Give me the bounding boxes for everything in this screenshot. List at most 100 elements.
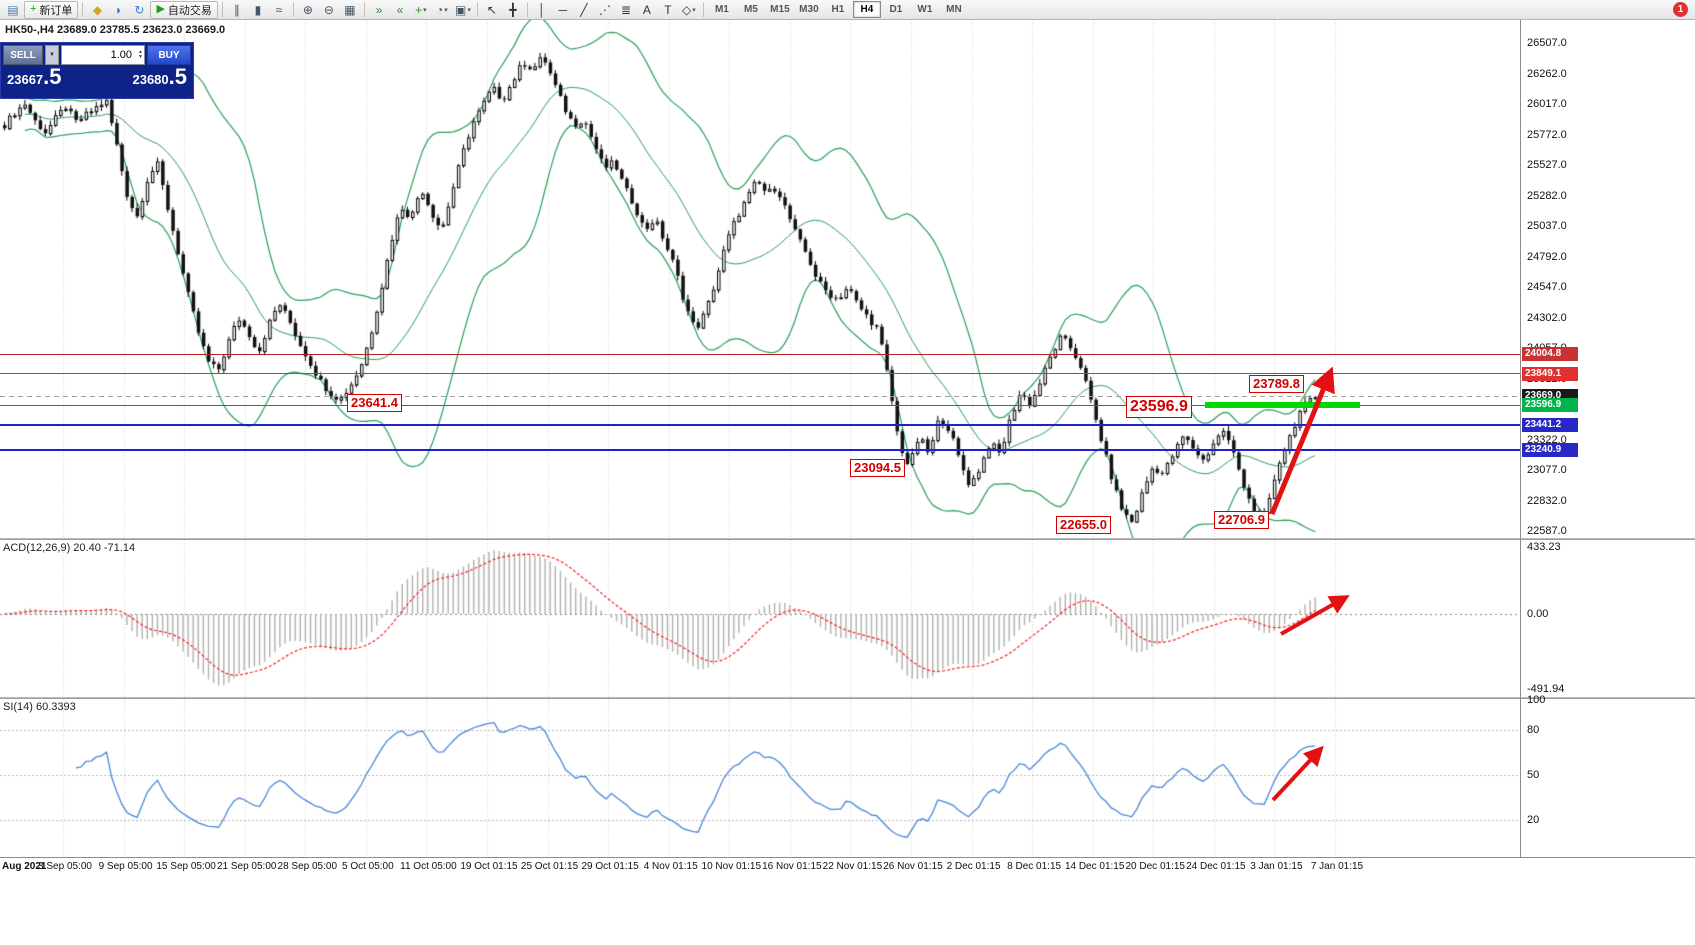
volume-dropdown-button[interactable]: ▼ (45, 45, 59, 65)
crosshair-icon-glyph: ╋ (509, 2, 517, 17)
horizontal-line-icon[interactable]: ─ (553, 1, 573, 18)
fibonacci-icon[interactable]: ≣ (616, 1, 636, 18)
time-axis-label: 28 Sep 05:00 (277, 861, 338, 872)
autotrade-button-label: 自动交易 (167, 4, 212, 17)
one-click-trade-panel: SELL ▼ ▲ ▼ BUY 23667.5 23680.5 (0, 42, 194, 99)
main-chart-canvas[interactable] (0, 20, 1520, 538)
refresh-icon-glyph: ↻ (134, 2, 145, 17)
bar-chart-icon[interactable]: ∥ (227, 1, 247, 18)
timeframe-button-w1[interactable]: W1 (917, 4, 933, 15)
timeframe-button-m15[interactable]: M15 (770, 4, 790, 15)
price-tick-label: 24302.0 (1527, 311, 1567, 324)
auto-scroll-icon-glyph: » (375, 2, 383, 17)
cursor-icon-glyph: ↖ (486, 2, 497, 17)
dropdown-icon: ▼ (49, 52, 55, 58)
add-indicator-icon-dropdown-icon[interactable]: ▾ (423, 6, 427, 14)
chart-shift-icon[interactable]: « (390, 1, 410, 18)
timeframe-button-mn[interactable]: MN (946, 4, 962, 15)
new-order-button-label: 新订单 (39, 4, 73, 17)
timeframe-button-m1[interactable]: M1 (714, 4, 729, 15)
macd-axis-label: 433.23 (1527, 541, 1561, 553)
periods-icon-dropdown-icon[interactable]: ▾ (444, 6, 448, 14)
toolbar-separator (292, 2, 294, 17)
templates-icon-dropdown-icon[interactable]: ▾ (467, 6, 471, 14)
spin-up-icon[interactable]: ▲ (138, 49, 143, 55)
panel-separator-rsi[interactable] (0, 697, 1695, 699)
sell-price: 23667.5 (7, 64, 62, 89)
toolbar-separator (82, 2, 84, 17)
macd-axis-label: -491.94 (1527, 683, 1565, 695)
channel-icon[interactable]: ⋰ (595, 1, 615, 18)
time-axis-label: 26 Nov 01:15 (883, 861, 943, 872)
chart-window-icon[interactable]: ▤ (3, 1, 23, 18)
zoom-out-icon[interactable]: ⊖ (319, 1, 339, 18)
price-axis-box: 23596.9 (1522, 398, 1578, 413)
candlestick-chart-icon-glyph: ▮ (254, 2, 262, 17)
time-axis-label: 29 Oct 01:15 (581, 861, 639, 872)
time-axis-label: 2 Dec 01:15 (946, 861, 1001, 872)
chart-shift-icon-glyph: « (396, 2, 404, 17)
timeframe-button-h4[interactable]: H4 (852, 1, 881, 18)
crosshair-icon[interactable]: ╋ (503, 1, 523, 18)
panel-separator-macd[interactable] (0, 538, 1695, 540)
add-indicator-icon-glyph: + (415, 2, 423, 17)
refresh-icon[interactable]: ↻ (129, 1, 149, 18)
timeframe-button-h1[interactable]: H1 (831, 4, 845, 15)
shapes-icon[interactable]: ◇ ▾ (679, 1, 699, 18)
time-axis-label: 10 Nov 01:15 (701, 861, 762, 872)
price-tick-label: 25282.0 (1527, 189, 1567, 202)
rsi-axis-label: 50 (1527, 769, 1540, 781)
text-icon[interactable]: A (637, 1, 657, 18)
metaeditor-icon[interactable]: ◆ (87, 1, 107, 18)
time-axis[interactable]: Aug 2021 3 Sep 05:00 9 Sep 05:00 15 Sep 05:… (0, 858, 1695, 876)
autotrade-button[interactable]: ▶ 自动交易 (150, 0, 218, 19)
templates-icon[interactable]: ▣ ▾ (453, 1, 473, 18)
trade-panel-prices: 23667.5 23680.5 (1, 65, 193, 89)
candlestick-chart-icon[interactable]: ▮ (248, 1, 268, 18)
auto-scroll-icon[interactable]: » (369, 1, 389, 18)
macd-indicator-label: ACD(12,26,9) 20.40 -71.14 (3, 542, 136, 554)
time-axis-label: 4 Nov 01:15 (643, 861, 698, 872)
price-axis-box: 23441.2 (1522, 417, 1578, 432)
zoom-in-icon[interactable]: ⊕ (298, 1, 318, 18)
shapes-icon-dropdown-icon[interactable]: ▾ (692, 6, 696, 14)
price-tick-label: 22832.0 (1527, 494, 1567, 507)
vertical-line-icon[interactable]: │ (532, 1, 552, 18)
line-chart-icon[interactable]: ≈ (269, 1, 289, 18)
tile-windows-icon[interactable]: ▦ (340, 1, 360, 18)
label-icon[interactable]: T (658, 1, 678, 18)
rsi-panel-canvas[interactable] (0, 699, 1520, 857)
spin-down-icon[interactable]: ▼ (138, 54, 143, 60)
price-axis-box: 23240.9 (1522, 442, 1578, 457)
price-axis[interactable]: 26507.0 26262.0 26017.0 25772.0 25527.0 25282… (1521, 20, 1695, 857)
cursor-icon[interactable]: ↖ (482, 1, 502, 18)
sell-button[interactable]: SELL (3, 45, 43, 65)
buy-button[interactable]: BUY (147, 45, 191, 65)
trendline-icon[interactable]: ╱ (574, 1, 594, 18)
volume-spinner[interactable]: ▲ ▼ (138, 46, 143, 64)
time-axis-label: Aug 2021 (2, 861, 47, 872)
price-tick-label: 25037.0 (1527, 220, 1567, 232)
chat-icon[interactable]: ◗ (108, 1, 128, 18)
price-tick-label: 26507.0 (1527, 37, 1567, 49)
timeframe-button-d1[interactable]: D1 (889, 4, 903, 15)
price-tick-label: 26262.0 (1527, 67, 1567, 80)
timeframe-button-m5[interactable]: M5 (743, 4, 758, 15)
periods-icon[interactable]: ◔ ▾ (432, 1, 452, 18)
time-axis-label: 15 Sep 05:00 (156, 861, 216, 872)
tile-windows-icon-glyph: ▦ (344, 2, 356, 17)
price-tick-label: 22587.0 (1527, 525, 1567, 537)
volume-input[interactable] (62, 46, 144, 64)
timeframe-button-m30[interactable]: M30 (799, 4, 819, 15)
notification-badge[interactable]: 1 (1673, 2, 1688, 17)
periods-icon-glyph: ◔ (436, 2, 444, 17)
chart-window-icon-glyph: ▤ (7, 2, 19, 17)
macd-panel-canvas[interactable] (0, 540, 1520, 697)
line-chart-icon-glyph: ≈ (275, 2, 283, 17)
buy-price: 23680.5 (132, 64, 187, 89)
add-indicator-icon[interactable]: + ▾ (411, 1, 431, 18)
templates-icon-glyph: ▣ (454, 2, 467, 17)
new-order-button[interactable]: + 新订单 (24, 0, 79, 19)
time-axis-label: 3 Jan 01:15 (1250, 861, 1303, 872)
metaeditor-icon-glyph: ◆ (92, 2, 103, 17)
